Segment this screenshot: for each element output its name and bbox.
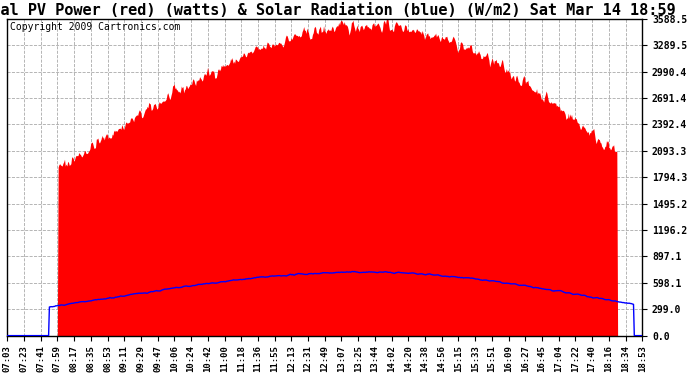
Text: Copyright 2009 Cartronics.com: Copyright 2009 Cartronics.com [10,22,181,32]
Title: Total PV Power (red) (watts) & Solar Radiation (blue) (W/m2) Sat Mar 14 18:59: Total PV Power (red) (watts) & Solar Rad… [0,3,676,18]
